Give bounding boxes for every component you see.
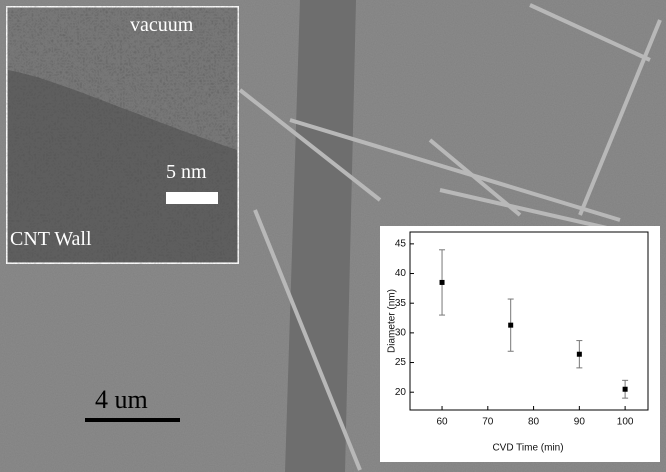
- point: [439, 279, 445, 285]
- x-tick-label: 90: [574, 417, 586, 428]
- scale-label: 4 um: [95, 385, 148, 414]
- x-tick-label: 70: [482, 417, 494, 428]
- chart-background: [380, 226, 660, 462]
- x-tick-label: 60: [436, 417, 448, 428]
- y-tick-label: 40: [395, 268, 407, 279]
- chart-inset: CVD Time (min) Diameter (nm) 20 25 30 35 40 4…: [380, 226, 660, 462]
- inset-scale-bar: [166, 192, 218, 204]
- y-tick-label: 25: [395, 357, 407, 368]
- inset-scale-label: 5 nm: [166, 161, 207, 183]
- ribbon: [285, 0, 356, 472]
- inset-label: vacuum: [130, 14, 194, 36]
- point: [508, 322, 514, 328]
- nanotubes: [238, 3, 662, 471]
- cnt-wall: [8, 70, 237, 262]
- scale-bar: [85, 418, 180, 422]
- x-tick-label: 100: [617, 417, 634, 428]
- y-axis-label: Diameter (nm): [387, 289, 398, 353]
- x-tick-label: 80: [528, 417, 540, 428]
- plot-frame: [409, 231, 649, 411]
- y-tick-label: 45: [395, 239, 407, 250]
- y-tick-label: 20: [395, 387, 407, 398]
- point: [622, 386, 628, 392]
- y-tick-label: 30: [395, 328, 407, 339]
- inset-label: CNT Wall: [10, 228, 92, 250]
- x-axis-label: CVD Time (min): [492, 443, 563, 454]
- point: [576, 351, 582, 357]
- y-tick-label: 35: [395, 298, 407, 309]
